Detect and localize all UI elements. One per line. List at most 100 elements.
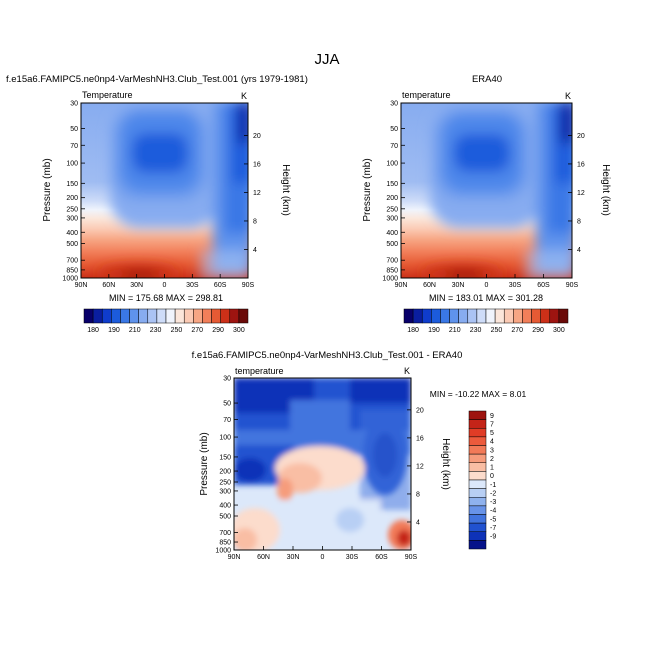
colorbar-swatch: [174, 308, 185, 324]
colorbar-label: 1: [490, 465, 494, 472]
x-tick-label: 30N: [130, 282, 143, 289]
colorbar-swatch: [540, 308, 551, 324]
x-tick-label: 30S: [346, 554, 359, 561]
y-axis-label: Pressure (mb): [199, 432, 210, 495]
colorbar-swatch: [156, 308, 167, 324]
y-tick-label: 850: [219, 540, 231, 547]
panel-title: ERA40: [472, 74, 502, 85]
colorbar-swatch: [101, 308, 112, 324]
colorbar-swatch: [468, 453, 487, 463]
y2-tick-label: 4: [416, 519, 420, 526]
y2-tick-label: 8: [416, 491, 420, 498]
colorbar-swatch: [431, 308, 441, 324]
colorbar-label: 290: [212, 327, 224, 334]
y-tick-label: 100: [219, 435, 231, 442]
y-tick-label: 200: [66, 195, 78, 202]
colorbar-swatch: [468, 479, 487, 489]
y2-tick-label: 20: [577, 133, 585, 140]
colorbar-label: 190: [108, 327, 120, 334]
colorbar-swatch: [468, 540, 487, 550]
colorbar-swatch: [503, 308, 514, 324]
y-tick-label: 700: [66, 258, 78, 265]
colorbar-swatch: [138, 308, 149, 324]
x-tick-label: 60S: [537, 282, 550, 289]
y-tick-label: 30: [223, 376, 231, 383]
colorbar-label: 230: [150, 327, 162, 334]
colorbar-swatch: [229, 308, 240, 324]
y2-tick-label: 20: [253, 133, 261, 140]
panel-model: f.e15a6.FAMIPC5.ne0np4-VarMeshNH3.Club_T…: [6, 74, 308, 334]
colorbar-swatch: [468, 471, 487, 481]
colorbar: 97 5 43 2 10 -1-2 -3 -4-5 -7 -9: [468, 410, 496, 550]
x-tick-label: 90N: [395, 282, 408, 289]
y2-tick-label: 16: [577, 161, 585, 168]
colorbar-swatch: [549, 308, 560, 324]
y-tick-label: 500: [219, 514, 231, 521]
y-tick-label: 850: [386, 267, 398, 274]
x-tick-label: 60S: [214, 282, 227, 289]
colorbar-swatch: [476, 308, 487, 324]
colorbar-label: 290: [532, 327, 544, 334]
y-axis-label: Pressure (mb): [362, 158, 373, 221]
y-tick-label: 50: [390, 126, 398, 133]
colorbar-swatch: [468, 531, 487, 541]
y-tick-label: 250: [66, 206, 78, 213]
x-tick-label: 30N: [452, 282, 465, 289]
y2-tick-label: 12: [253, 190, 261, 197]
x-tick-label: 0: [321, 554, 325, 561]
colorbar-label: -9: [490, 534, 496, 541]
y-tick-label: 70: [70, 143, 78, 150]
colorbar-label: 210: [129, 327, 141, 334]
colorbar-label: -3: [490, 499, 496, 506]
y-tick-label: 200: [386, 195, 398, 202]
colorbar-swatch: [403, 308, 414, 324]
y-tick-label: 300: [386, 215, 398, 222]
colorbar-swatch: [421, 308, 432, 324]
y-tick-label: 250: [386, 206, 398, 213]
colorbar-label: 2: [490, 456, 494, 463]
colorbar-swatch: [468, 410, 487, 420]
y-tick-label: 100: [386, 161, 398, 168]
colorbar-swatch: [458, 308, 469, 324]
colorbar-swatch: [522, 308, 532, 324]
colorbar-swatch: [468, 514, 487, 524]
x-tick-label: 90S: [242, 282, 255, 289]
colorbar-swatch: [468, 445, 487, 455]
panel-difference: f.e15a6.FAMIPC5.ne0np4-VarMeshNH3.Club_T…: [192, 350, 527, 561]
x-tick-label: 90S: [566, 282, 579, 289]
y2-tick-label: 4: [253, 247, 257, 254]
y-tick-label: 30: [70, 101, 78, 108]
colorbar-swatch: [83, 308, 94, 324]
colorbar-label: 270: [511, 327, 523, 334]
x-tick-label: 90N: [228, 554, 241, 561]
y-tick-label: 250: [219, 480, 231, 487]
colorbar-swatch: [211, 308, 221, 324]
panel-left-label: Temperature: [82, 90, 133, 100]
colorbar-label: 210: [449, 327, 461, 334]
colorbar-label: 5: [490, 430, 494, 437]
y-tick-label: 150: [386, 181, 398, 188]
panel-title: f.e15a6.FAMIPC5.ne0np4-VarMeshNH3.Club_T…: [6, 74, 308, 85]
y2-tick-label: 16: [253, 161, 261, 168]
panel-left-label: temperature: [402, 90, 451, 100]
x-tick-label: 90S: [405, 554, 418, 561]
x-tick-label: 90N: [75, 282, 88, 289]
x-tick-label: 30N: [287, 554, 300, 561]
stats-text: MIN = 175.68 MAX = 298.81: [109, 293, 223, 303]
y2-axis-label: Height (km): [440, 438, 451, 490]
y-tick-label: 200: [219, 469, 231, 476]
figure-title: JJA: [314, 51, 339, 68]
colorbar-swatch: [220, 308, 231, 324]
y-tick-label: 850: [66, 267, 78, 274]
x-tick-label: 60N: [423, 282, 436, 289]
colorbar: 180 190 210 230 250 270 290 300: [403, 308, 569, 334]
colorbar-swatch: [468, 497, 487, 507]
colorbar-label: 180: [87, 327, 99, 334]
colorbar-label: -5: [490, 516, 496, 523]
colorbar-label: 250: [171, 327, 183, 334]
difference-field: [234, 378, 411, 550]
x-tick-label: 60S: [375, 554, 388, 561]
y-tick-label: 150: [219, 454, 231, 461]
y2-axis-label: Height (km): [280, 164, 291, 216]
